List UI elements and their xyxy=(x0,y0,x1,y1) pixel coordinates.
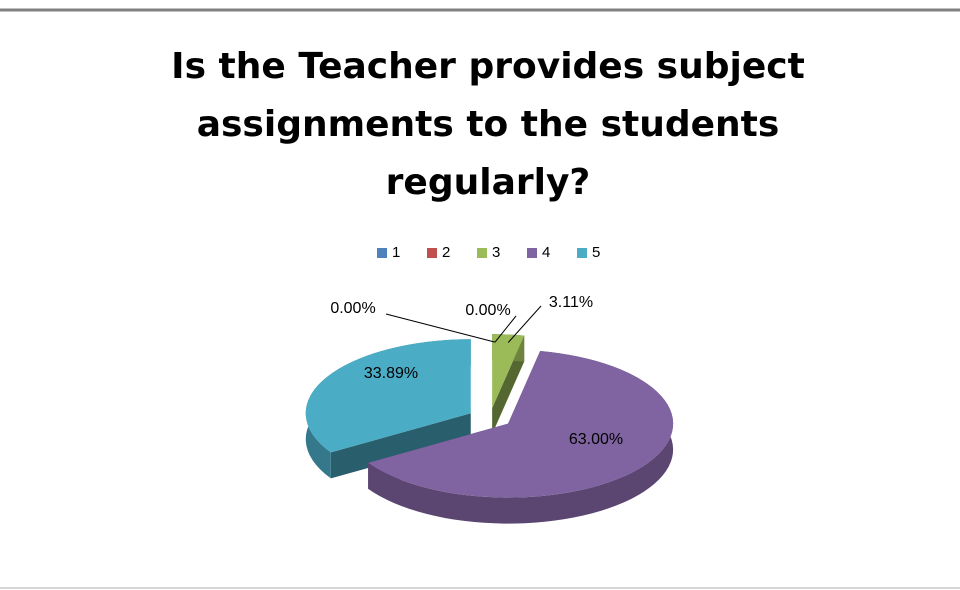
leader-line xyxy=(494,315,517,343)
chart-title: Is the Teacher provides subject xyxy=(171,46,805,87)
chart-title: assignments to the students xyxy=(197,104,780,145)
leader-line xyxy=(385,313,496,343)
legend-swatch xyxy=(477,248,487,258)
legend-label: 3 xyxy=(492,244,500,261)
value-label: 3.11% xyxy=(549,294,593,311)
value-label: 63.00% xyxy=(569,431,623,448)
chart-title: regularly? xyxy=(386,162,591,203)
legend-label: 2 xyxy=(442,244,450,261)
slice-side xyxy=(330,413,471,479)
leader-line xyxy=(507,305,542,343)
slice xyxy=(368,351,674,498)
legend-swatch xyxy=(377,248,387,258)
value-labels: 0.00% 0.00% 3.11% 63.00% 33.89% xyxy=(330,294,623,448)
legend-label: 4 xyxy=(542,244,550,261)
slice xyxy=(305,339,471,453)
legend-swatch xyxy=(527,248,537,258)
legend: 1 2 3 4 5 xyxy=(377,244,600,261)
legend-swatch xyxy=(427,248,437,258)
legend-label: 1 xyxy=(392,244,400,261)
value-label: 33.89% xyxy=(364,365,418,382)
slice xyxy=(492,334,525,409)
legend-label: 5 xyxy=(592,244,600,261)
legend-swatch xyxy=(577,248,587,258)
value-label: 0.00% xyxy=(465,302,510,319)
pie xyxy=(305,334,674,524)
value-label: 0.00% xyxy=(330,300,375,317)
